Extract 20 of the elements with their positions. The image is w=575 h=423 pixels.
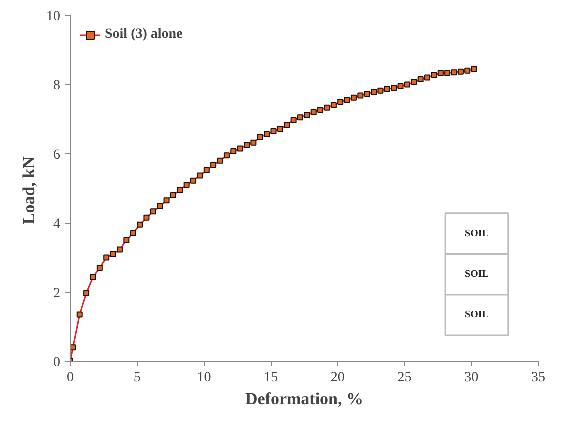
annotation: SOIL (465, 228, 490, 240)
annotation: SOIL (465, 268, 490, 280)
x-tick-label: 20 (330, 370, 345, 386)
y-tick-label: 10 (46, 10, 60, 24)
x-tick-label: 25 (398, 370, 412, 386)
y-tick-label: 8 (54, 78, 60, 94)
x-tick-label: 15 (264, 370, 278, 386)
y-tick-label: 2 (54, 286, 60, 302)
annotation: SOIL (465, 310, 490, 321)
x-tick-label: 30 (464, 370, 479, 386)
x-axis-title: Deformation, % (245, 390, 364, 408)
y-tick-label: 6 (54, 148, 60, 163)
legend-label: Soil (3) alone (105, 27, 183, 43)
y-axis-title: Load, kN (20, 156, 38, 225)
x-tick-label: 5 (134, 370, 141, 386)
y-tick-label: 4 (54, 217, 60, 232)
x-tick-label: 10 (197, 370, 212, 386)
x-tick-label: 0 (67, 370, 74, 386)
x-tick-label: 35 (532, 370, 546, 386)
y-tick-label: 0 (54, 356, 60, 370)
